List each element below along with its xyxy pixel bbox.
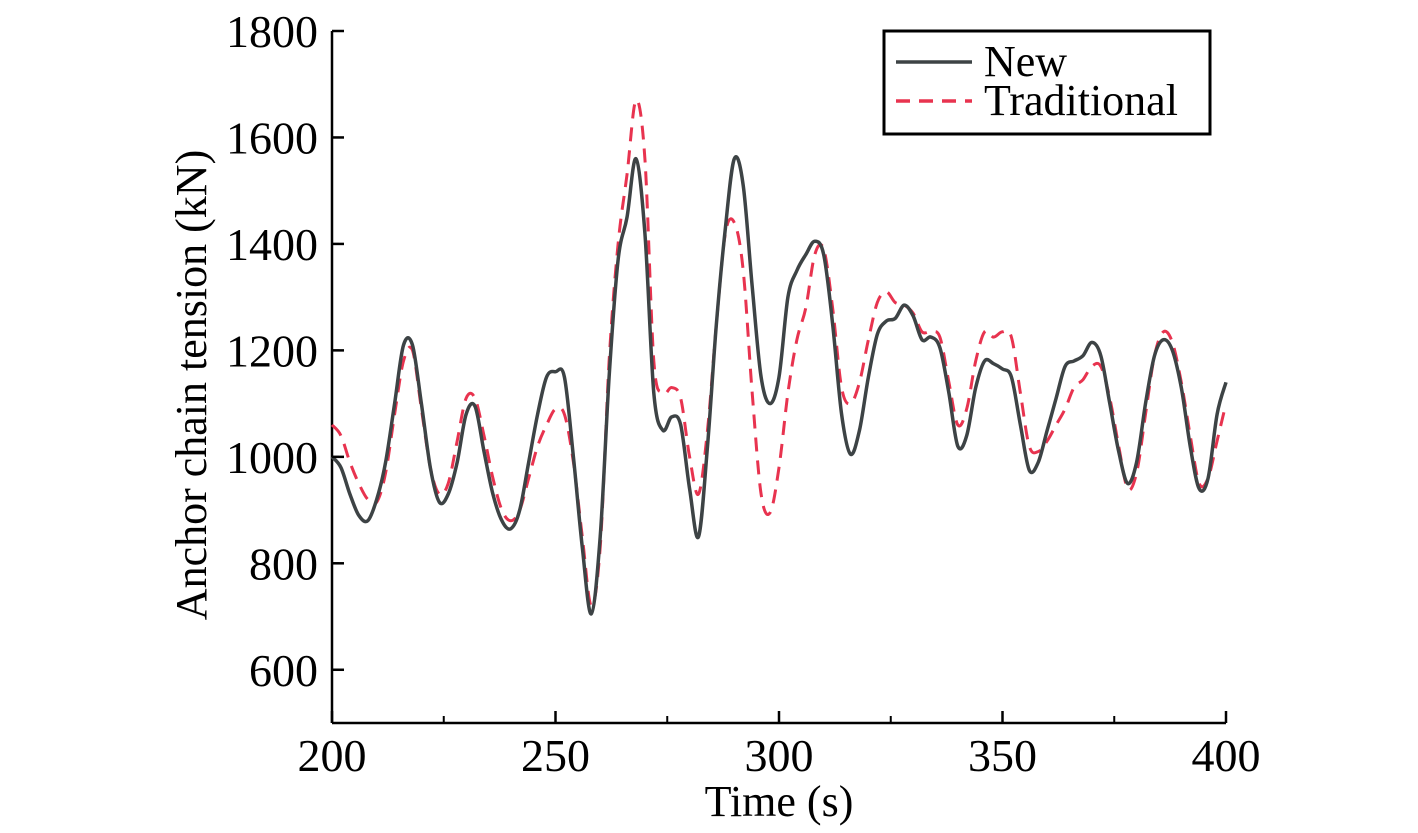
x-tick-label: 250 (521, 730, 590, 781)
legend-label-traditional: Traditional (984, 76, 1178, 125)
series-line-traditional (330, 98, 1228, 608)
x-axis-title: Time (s) (705, 777, 854, 826)
legend: New Traditional (882, 29, 1212, 136)
y-tick-label: 1400 (226, 219, 318, 270)
y-tick-label: 1600 (226, 112, 318, 163)
x-tick-label: 300 (745, 730, 814, 781)
y-tick-label: 800 (249, 538, 318, 589)
y-axis-title: Anchor chain tension (kN) (167, 150, 216, 620)
series-line-new (330, 155, 1228, 616)
y-tick-label: 600 (249, 645, 318, 696)
x-tick-label: 200 (298, 730, 367, 781)
series-layer (330, 98, 1228, 616)
x-tick-label: 350 (968, 730, 1037, 781)
legend-box (882, 29, 1212, 136)
x-tick-label: 400 (1192, 730, 1261, 781)
y-tick-label: 1000 (226, 432, 318, 483)
tick-layer: 200 250 300 350 400 600 800 1000 1200 1400 1600 180… (226, 6, 1261, 781)
legend-label-new: New (984, 37, 1067, 86)
y-tick-label: 1200 (226, 325, 318, 376)
y-tick-label: 1800 (226, 6, 318, 57)
